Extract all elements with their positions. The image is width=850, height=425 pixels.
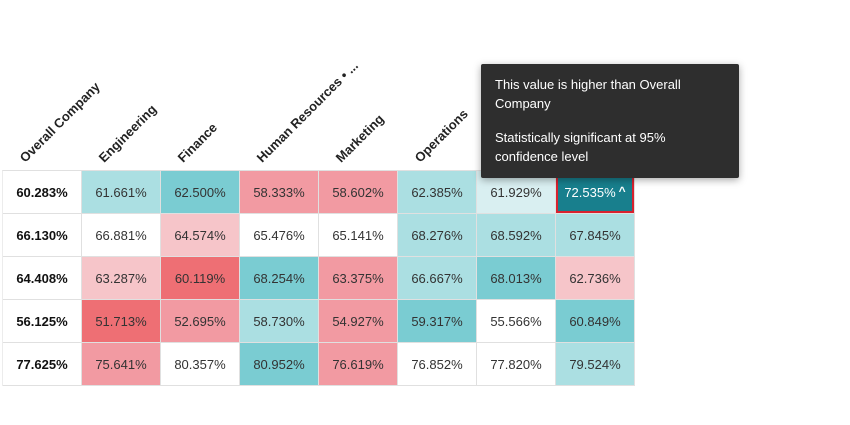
heatmap-cell[interactable]: 79.524%: [556, 343, 635, 386]
heatmap-cell[interactable]: 68.013%: [477, 257, 556, 300]
cell-value: 79.524%: [569, 356, 621, 372]
overall-cell[interactable]: 64.408%: [3, 257, 82, 300]
column-header[interactable]: Engineering: [95, 101, 160, 166]
cell-value: 65.141%: [332, 227, 384, 243]
cell-value: 64.408%: [16, 270, 68, 286]
cell-value: 54.927%: [332, 313, 384, 329]
column-header[interactable]: Overall Company: [16, 79, 103, 166]
cell-value: 66.667%: [411, 270, 463, 286]
cell-value: 77.820%: [490, 356, 542, 372]
overall-cell[interactable]: 66.130%: [3, 214, 82, 257]
heatmap-cell[interactable]: 61.661%: [82, 171, 161, 214]
heatmap-cell[interactable]: 67.845%: [556, 214, 635, 257]
heatmap-cell[interactable]: 62.500%: [161, 171, 240, 214]
cell-value: 65.476%: [253, 227, 305, 243]
heatmap-table: 60.283% 61.661% 62.500% 58.333% 58.602% 62.38…: [2, 170, 635, 386]
cell-value: 68.276%: [411, 227, 463, 243]
heatmap-cell[interactable]: 58.730%: [240, 300, 319, 343]
heatmap-cell[interactable]: 64.574%: [161, 214, 240, 257]
cell-value: 67.845%: [569, 227, 621, 243]
cell-value: 61.929%: [490, 184, 542, 200]
cell-value: 63.375%: [332, 270, 384, 286]
heatmap-cell[interactable]: 68.254%: [240, 257, 319, 300]
heatmap-cell[interactable]: 68.592%: [477, 214, 556, 257]
cell-value: 60.283%: [16, 184, 68, 200]
cell-value: 63.287%: [95, 270, 147, 286]
cell-value: 64.574%: [174, 227, 226, 243]
heatmap-cell[interactable]: 66.667%: [398, 257, 477, 300]
heatmap-cell[interactable]: 68.276%: [398, 214, 477, 257]
cell-value: 68.254%: [253, 270, 305, 286]
cell-value: 58.602%: [332, 184, 384, 200]
heatmap-cell[interactable]: 80.952%: [240, 343, 319, 386]
overall-cell[interactable]: 77.625%: [3, 343, 82, 386]
cell-value: 77.625%: [16, 356, 68, 372]
cell-value: 61.661%: [95, 184, 147, 200]
heatmap-cell[interactable]: 76.852%: [398, 343, 477, 386]
tooltip-line-1: This value is higher than Overall Compan…: [495, 77, 681, 111]
heatmap-cell[interactable]: 65.141%: [319, 214, 398, 257]
cell-value: 66.881%: [95, 227, 147, 243]
heatmap-cell[interactable]: 60.849%: [556, 300, 635, 343]
table-row: 64.408% 63.287% 60.119% 68.254% 63.375% 66.66…: [3, 257, 635, 300]
column-header[interactable]: Marketing: [332, 111, 387, 166]
cell-value: 51.713%: [95, 313, 147, 329]
heatmap-cell[interactable]: 55.566%: [477, 300, 556, 343]
cell-value: 62.500%: [174, 184, 226, 200]
cell-value: 60.119%: [174, 270, 226, 286]
table-row: 77.625% 75.641% 80.357% 80.952% 76.619% 76.85…: [3, 343, 635, 386]
heatmap-cell[interactable]: 61.929%: [477, 171, 556, 214]
cell-value: 60.849%: [569, 313, 621, 329]
tooltip-line-2: Statistically significant at 95% confide…: [495, 129, 666, 164]
heatmap-cell[interactable]: 65.476%: [240, 214, 319, 257]
heatmap-cell[interactable]: 58.333%: [240, 171, 319, 214]
heatmap-cell[interactable]: 58.602%: [319, 171, 398, 214]
cell-value: 80.952%: [253, 356, 305, 372]
cell-value: 68.592%: [490, 227, 542, 243]
heatmap-cell[interactable]: 62.385%: [398, 171, 477, 214]
column-header[interactable]: Finance: [174, 119, 221, 166]
cell-value: 55.566%: [490, 313, 542, 329]
tooltip: This value is higher than Overall Compan…: [481, 64, 739, 179]
heatmap-cell[interactable]: 77.820%: [477, 343, 556, 386]
significance-caret-icon: ^: [618, 184, 626, 198]
cell-value: 56.125%: [16, 313, 68, 329]
heatmap-cell[interactable]: 63.375%: [319, 257, 398, 300]
column-header[interactable]: Operations: [411, 106, 471, 166]
cell-value: 58.333%: [253, 184, 305, 200]
heatmap-cell[interactable]: 54.927%: [319, 300, 398, 343]
heatmap-cell[interactable]: 60.119%: [161, 257, 240, 300]
cell-value: 62.385%: [411, 184, 463, 200]
cell-value: 75.641%: [95, 356, 147, 372]
cell-value: 59.317%: [411, 313, 463, 329]
heatmap-cell[interactable]: 75.641%: [82, 343, 161, 386]
table-row: 56.125% 51.713% 52.695% 58.730% 54.927% 59.31…: [3, 300, 635, 343]
heatmap-cell[interactable]: 51.713%: [82, 300, 161, 343]
selected-cell[interactable]: 72.535% ^: [556, 171, 635, 214]
cell-value: 62.736%: [569, 270, 621, 286]
heatmap-cell[interactable]: 59.317%: [398, 300, 477, 343]
table-row: 66.130% 66.881% 64.574% 65.476% 65.141% 68.27…: [3, 214, 635, 257]
cell-value: 72.535%: [564, 184, 616, 200]
cell-value: 66.130%: [16, 227, 68, 243]
heatmap-cell[interactable]: 76.619%: [319, 343, 398, 386]
heatmap-cell[interactable]: 62.736%: [556, 257, 635, 300]
heatmap-cell[interactable]: 52.695%: [161, 300, 240, 343]
overall-cell[interactable]: 56.125%: [3, 300, 82, 343]
table-row: 60.283% 61.661% 62.500% 58.333% 58.602% 62.38…: [3, 171, 635, 214]
cell-value: 76.619%: [332, 356, 384, 372]
heatmap-cell[interactable]: 66.881%: [82, 214, 161, 257]
overall-cell[interactable]: 60.283%: [3, 171, 82, 214]
cell-value: 52.695%: [174, 313, 226, 329]
cell-value: 68.013%: [490, 270, 542, 286]
cell-value: 76.852%: [411, 356, 463, 372]
cell-value: 58.730%: [253, 313, 305, 329]
heatmap-cell[interactable]: 80.357%: [161, 343, 240, 386]
heatmap-cell[interactable]: 63.287%: [82, 257, 161, 300]
cell-value: 80.357%: [174, 356, 226, 372]
